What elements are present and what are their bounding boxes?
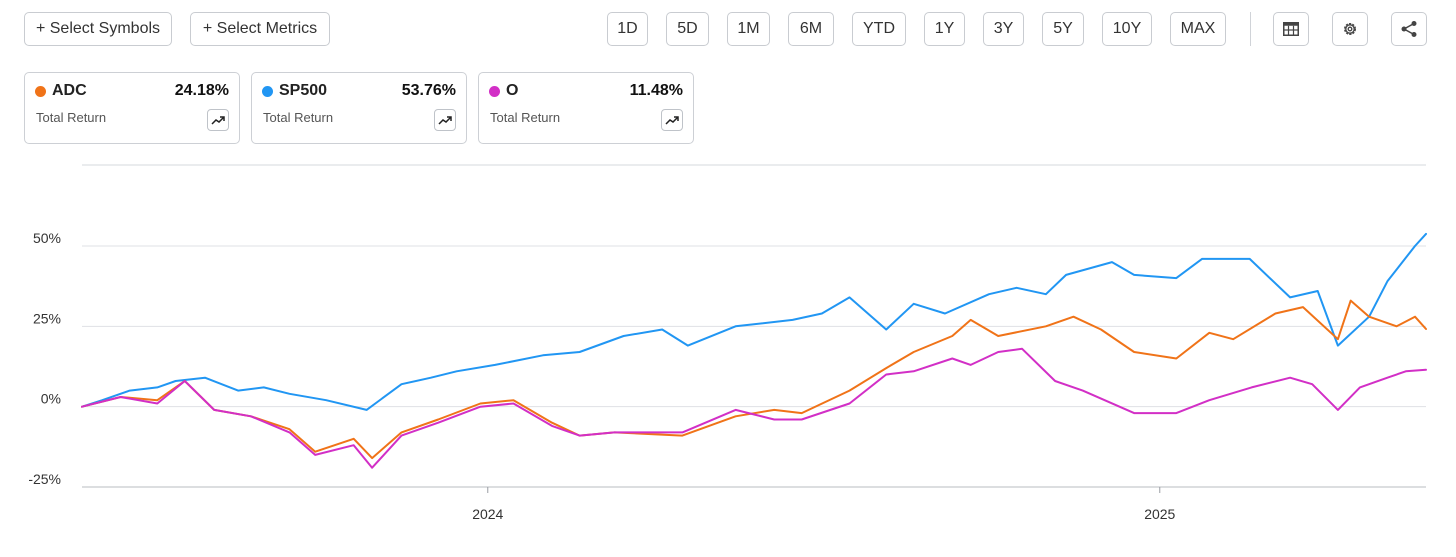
range-button-max[interactable]: MAX xyxy=(1170,12,1226,46)
y-tick-label: 25% xyxy=(33,310,61,326)
trend-chart-button[interactable] xyxy=(207,109,229,131)
range-button-3y[interactable]: 3Y xyxy=(983,12,1024,46)
symbol-card-sp500[interactable]: SP500 53.76% Total Return xyxy=(251,72,467,144)
trend-chart-button[interactable] xyxy=(434,109,456,131)
series-color-dot xyxy=(35,86,46,97)
range-button-5y[interactable]: 5Y xyxy=(1042,12,1084,46)
range-button-1d[interactable]: 1D xyxy=(607,12,648,46)
gear-icon xyxy=(1343,22,1357,36)
y-tick-label: -25% xyxy=(28,471,61,487)
select-metrics-button[interactable]: + Select Metrics xyxy=(190,12,330,46)
series-color-dot xyxy=(262,86,273,97)
card-symbol: SP500 xyxy=(279,82,328,99)
y-tick-label: 50% xyxy=(33,230,61,246)
range-button-5d[interactable]: 5D xyxy=(666,12,709,46)
symbol-card-o[interactable]: O 11.48% Total Return xyxy=(478,72,694,144)
trend-up-icon xyxy=(438,116,452,125)
card-metric-label: Total Return xyxy=(490,110,561,125)
card-metric-label: Total Return xyxy=(36,110,107,125)
table-icon xyxy=(1283,22,1299,36)
card-metric-label: Total Return xyxy=(263,110,334,125)
series-line-adc xyxy=(81,299,1427,460)
range-button-10y[interactable]: 10Y xyxy=(1102,12,1152,46)
trend-chart-button[interactable] xyxy=(661,109,683,131)
settings-button[interactable] xyxy=(1332,12,1368,46)
symbol-card-adc[interactable]: ADC 24.18% Total Return xyxy=(24,72,240,144)
share-button[interactable] xyxy=(1391,12,1427,46)
toolbar-divider xyxy=(1250,12,1251,46)
card-symbol: ADC xyxy=(52,82,87,99)
card-return-value: 53.76% xyxy=(401,82,456,99)
range-button-ytd[interactable]: YTD xyxy=(852,12,906,46)
table-view-button[interactable] xyxy=(1273,12,1309,46)
share-icon xyxy=(1401,21,1417,37)
trend-up-icon xyxy=(665,116,679,125)
range-button-1y[interactable]: 1Y xyxy=(924,12,965,46)
select-symbols-button[interactable]: + Select Symbols xyxy=(24,12,172,46)
y-tick-label: 0% xyxy=(41,391,61,407)
trend-up-icon xyxy=(211,116,225,125)
total-return-chart[interactable]: 50% 25% 0% -25% 2024 2025 xyxy=(0,150,1456,550)
x-tick-label: 2024 xyxy=(472,506,503,522)
x-tick-label: 2025 xyxy=(1144,506,1175,522)
card-return-value: 24.18% xyxy=(174,82,229,99)
series-line-sp500 xyxy=(81,232,1427,411)
card-return-value: 11.48% xyxy=(629,82,683,99)
card-symbol: O xyxy=(506,82,519,99)
series-line-o xyxy=(81,347,1427,469)
series-color-dot xyxy=(489,86,500,97)
range-button-6m[interactable]: 6M xyxy=(788,12,834,46)
range-button-1m[interactable]: 1M xyxy=(727,12,770,46)
